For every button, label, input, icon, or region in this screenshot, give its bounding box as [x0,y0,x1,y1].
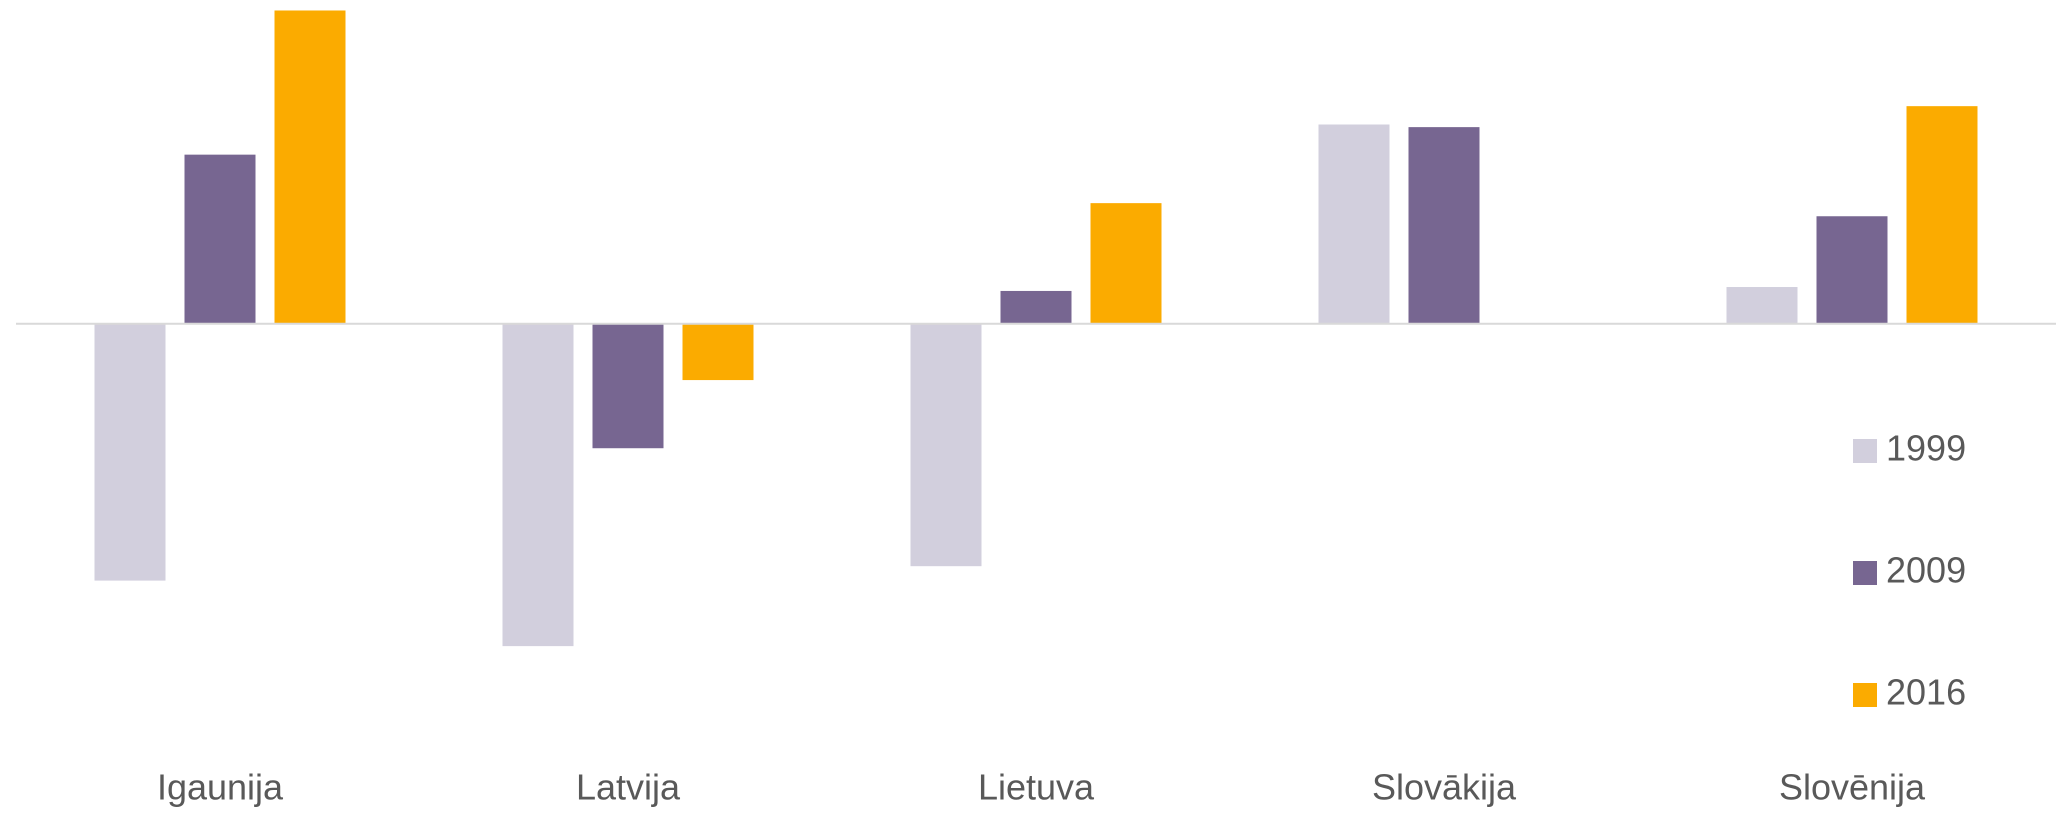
x-tick-label: Igaunija [157,767,284,808]
bar [682,323,754,381]
bar [274,10,346,324]
legend-label: 2016 [1886,672,1966,713]
legend-swatch [1853,561,1877,585]
x-tick-label: Slovēnija [1779,767,1926,808]
bar [592,323,664,449]
x-tick-label: Slovākija [1372,767,1517,808]
x-tick-label: Latvija [576,767,681,808]
bar [1000,290,1072,324]
bar [94,323,166,581]
bar [1408,127,1480,324]
bar [502,323,574,647]
bar [1726,287,1798,324]
bar [1090,203,1162,324]
bar [1816,216,1888,324]
legend-swatch [1853,683,1877,707]
bar [1906,106,1978,324]
bar [910,323,982,567]
x-tick-label: Lietuva [978,767,1095,808]
legend-swatch [1853,439,1877,463]
bar [184,154,256,324]
bar [1318,124,1390,324]
legend-label: 1999 [1886,428,1966,469]
legend-label: 2009 [1886,550,1966,591]
